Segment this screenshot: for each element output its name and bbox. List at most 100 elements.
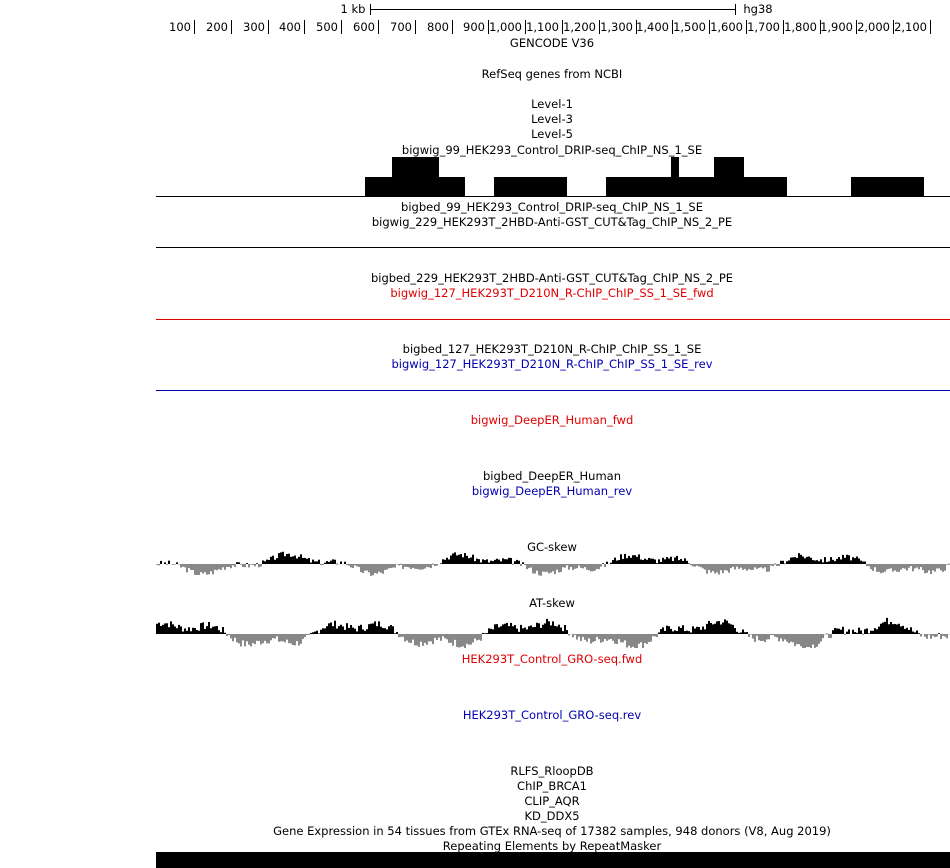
ruler-tick bbox=[599, 20, 600, 34]
track-label-repeatmasker[interactable]: Repeating Elements by RepeatMasker bbox=[442, 839, 662, 853]
track-label-chip-brca1[interactable]: ChIP_BRCA1 bbox=[517, 779, 587, 793]
skew-bar bbox=[496, 624, 498, 634]
skew-bar bbox=[946, 564, 948, 565]
skew-bar bbox=[644, 634, 646, 644]
skew-bar bbox=[398, 634, 400, 638]
skew-bar bbox=[768, 634, 770, 640]
gc-skew-plot[interactable] bbox=[156, 550, 950, 592]
skew-bar bbox=[728, 623, 730, 634]
skew-bar bbox=[548, 564, 550, 574]
skew-bar bbox=[488, 562, 490, 564]
skew-bar bbox=[162, 624, 164, 634]
skew-bar bbox=[254, 564, 256, 567]
track-label-level3[interactable]: Level-3 bbox=[531, 112, 573, 126]
track-label-gtex[interactable]: Gene Expression in 54 tissues from GTEx … bbox=[273, 824, 831, 838]
skew-bar bbox=[382, 564, 384, 574]
skew-bar bbox=[426, 634, 428, 645]
skew-bar bbox=[718, 621, 720, 634]
skew-bar bbox=[188, 627, 190, 634]
skew-bar bbox=[894, 564, 896, 571]
skew-bar bbox=[794, 557, 796, 564]
ruler-tick bbox=[562, 20, 563, 34]
skew-bar bbox=[762, 564, 764, 569]
skew-bar bbox=[570, 564, 572, 568]
track-label-refseq[interactable]: RefSeq genes from NCBI bbox=[481, 67, 623, 81]
skew-bar bbox=[184, 628, 186, 634]
skew-bar bbox=[542, 624, 544, 634]
skew-bar bbox=[678, 560, 680, 564]
skew-bar bbox=[792, 634, 794, 643]
skew-bar bbox=[224, 632, 226, 634]
skew-bar bbox=[730, 564, 732, 569]
track-label-deeper-bed[interactable]: bigbed_DeepER_Human bbox=[482, 469, 622, 483]
track-label-bigwig-127-rev[interactable]: bigwig_127_HEK293T_D210N_R-ChIP_ChIP_SS_… bbox=[391, 357, 713, 371]
track-label-deeper-rev[interactable]: bigwig_DeepER_Human_rev bbox=[471, 484, 633, 498]
skew-bar bbox=[510, 622, 512, 634]
ruler-tick-label: 600 bbox=[353, 20, 375, 34]
skew-bar bbox=[158, 622, 160, 634]
skew-bar bbox=[252, 564, 254, 566]
skew-bar bbox=[646, 634, 648, 644]
skew-bar bbox=[882, 622, 884, 634]
track-label-deeper-fwd[interactable]: bigwig_DeepER_Human_fwd bbox=[470, 413, 634, 427]
skew-bar bbox=[802, 634, 804, 648]
skew-bar bbox=[414, 564, 416, 569]
skew-bar bbox=[588, 564, 590, 571]
skew-bar bbox=[836, 558, 838, 564]
track-label-gencode[interactable]: GENCODE V36 bbox=[509, 36, 595, 50]
skew-bar bbox=[720, 624, 722, 634]
skew-bar bbox=[514, 625, 516, 634]
track-label-gc-skew[interactable]: GC-skew bbox=[527, 540, 577, 554]
skew-bar bbox=[944, 564, 946, 571]
skew-bar bbox=[718, 564, 720, 575]
track-label-kd-ddx5[interactable]: KD_DDX5 bbox=[524, 809, 580, 823]
skew-bar bbox=[186, 630, 188, 634]
skew-bar bbox=[752, 564, 754, 570]
skew-bar bbox=[188, 564, 190, 569]
skew-bar bbox=[534, 626, 536, 634]
track-label-bigbed-99[interactable]: bigbed_99_HEK293_Control_DRIP-seq_ChIP_N… bbox=[401, 200, 703, 214]
skew-bar bbox=[902, 625, 904, 634]
track-label-bigwig-99[interactable]: bigwig_99_HEK293_Control_DRIP-seq_ChIP_N… bbox=[401, 143, 703, 157]
skew-bar bbox=[640, 634, 642, 643]
skew-bar bbox=[834, 561, 836, 564]
skew-bar bbox=[434, 564, 436, 566]
skew-bar bbox=[322, 563, 324, 565]
track-label-bigwig-127-fwd[interactable]: bigwig_127_HEK293T_D210N_R-ChIP_ChIP_SS_… bbox=[390, 286, 714, 300]
track-label-rlfs[interactable]: RLFS_RloopDB bbox=[510, 764, 594, 778]
track-label-at-skew[interactable]: AT-skew bbox=[529, 596, 575, 610]
track-label-bigbed-127[interactable]: bigbed_127_HEK293T_D210N_R-ChIP_ChIP_SS_… bbox=[402, 342, 702, 356]
ruler-tick bbox=[783, 20, 784, 34]
skew-bar bbox=[368, 564, 370, 573]
at-skew-plot[interactable] bbox=[156, 606, 950, 648]
skew-bar bbox=[854, 632, 856, 634]
skew-bar bbox=[372, 623, 374, 634]
skew-bar bbox=[914, 632, 916, 634]
skew-bar bbox=[296, 634, 298, 642]
skew-bar bbox=[294, 634, 296, 646]
skew-bar bbox=[806, 556, 808, 564]
skew-bar bbox=[760, 564, 762, 568]
skew-bar bbox=[390, 625, 392, 634]
skew-bar bbox=[668, 626, 670, 634]
track-label-gro-fwd[interactable]: HEK293T_Control_GRO-seq.fwd bbox=[461, 652, 643, 666]
track-label-gro-rev[interactable]: HEK293T_Control_GRO-seq.rev bbox=[462, 708, 642, 722]
skew-bar bbox=[624, 634, 626, 641]
skew-bar bbox=[172, 624, 174, 634]
skew-bar bbox=[670, 628, 672, 634]
track-label-clip-aqr[interactable]: CLIP_AQR bbox=[524, 794, 580, 808]
skew-bar bbox=[334, 620, 336, 634]
skew-bar bbox=[780, 560, 782, 564]
skew-bar bbox=[772, 634, 774, 636]
skew-bar bbox=[260, 564, 262, 567]
skew-bar bbox=[156, 623, 158, 634]
repeatmasker-bar[interactable] bbox=[156, 852, 950, 868]
track-label-bigbed-229[interactable]: bigbed_229_HEK293T_2HBD-Anti-GST_CUT&Tag… bbox=[370, 271, 734, 285]
track-label-level5[interactable]: Level-5 bbox=[531, 127, 573, 141]
skew-bar bbox=[576, 564, 578, 569]
skew-bar bbox=[342, 626, 344, 634]
track-label-level1[interactable]: Level-1 bbox=[531, 97, 573, 111]
skew-bar bbox=[300, 634, 302, 644]
track-label-bigwig-229[interactable]: bigwig_229_HEK293T_2HBD-Anti-GST_CUT&Tag… bbox=[371, 215, 733, 229]
skew-bar bbox=[276, 634, 278, 637]
